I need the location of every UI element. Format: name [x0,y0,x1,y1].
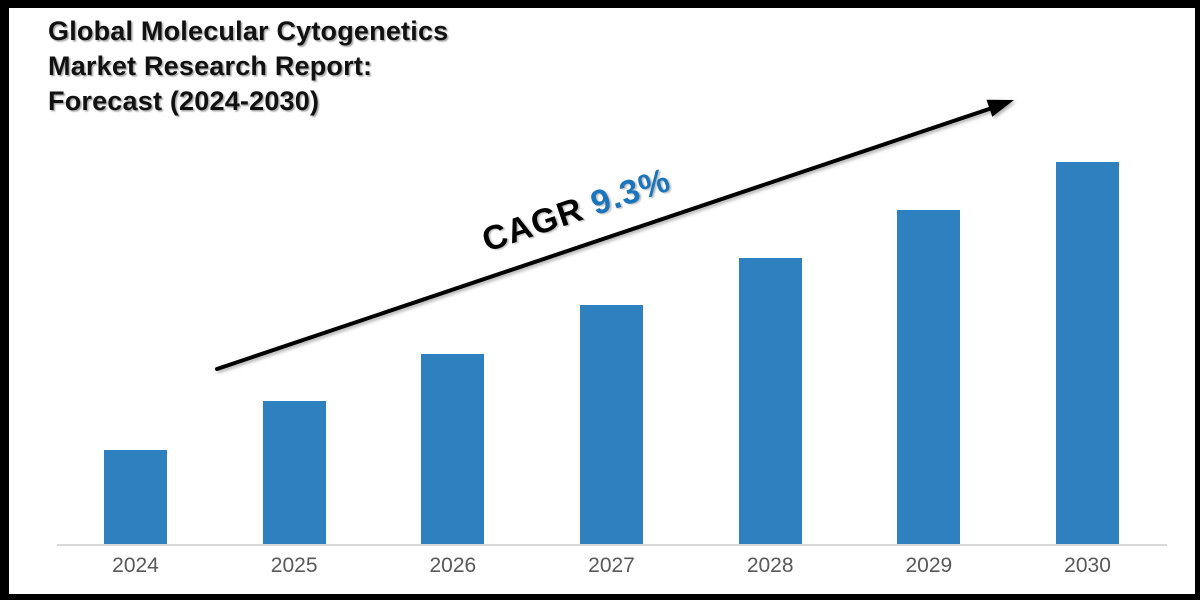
x-axis-line [57,544,1167,546]
chart-title-line3: Forecast (2024-2030) [48,86,320,116]
chart-title: Global Molecular Cytogenetics Market Res… [48,14,448,119]
trend-arrowhead-icon [986,99,1014,117]
chart-title-line2: Market Research Report: [48,51,373,81]
bar-2027 [580,305,643,544]
x-tick-label-2024: 2024 [112,554,159,577]
bar-2025 [262,401,326,544]
bar-2026 [421,354,485,544]
bar-2028 [738,258,802,544]
x-tick-label-2030: 2030 [1064,554,1111,577]
chart-title-line1: Global Molecular Cytogenetics [48,16,449,46]
bar-2029 [897,210,961,544]
x-tick-label-2025: 2025 [270,554,318,577]
bar-2030 [1056,162,1120,544]
x-tick-label-2026: 2026 [429,554,477,577]
x-tick-label-2028: 2028 [746,554,794,577]
bar-2024 [104,450,167,544]
x-tick-label-2029: 2029 [905,554,953,577]
trend-arrow-line [215,105,997,371]
x-tick-label-2027: 2027 [588,554,635,577]
